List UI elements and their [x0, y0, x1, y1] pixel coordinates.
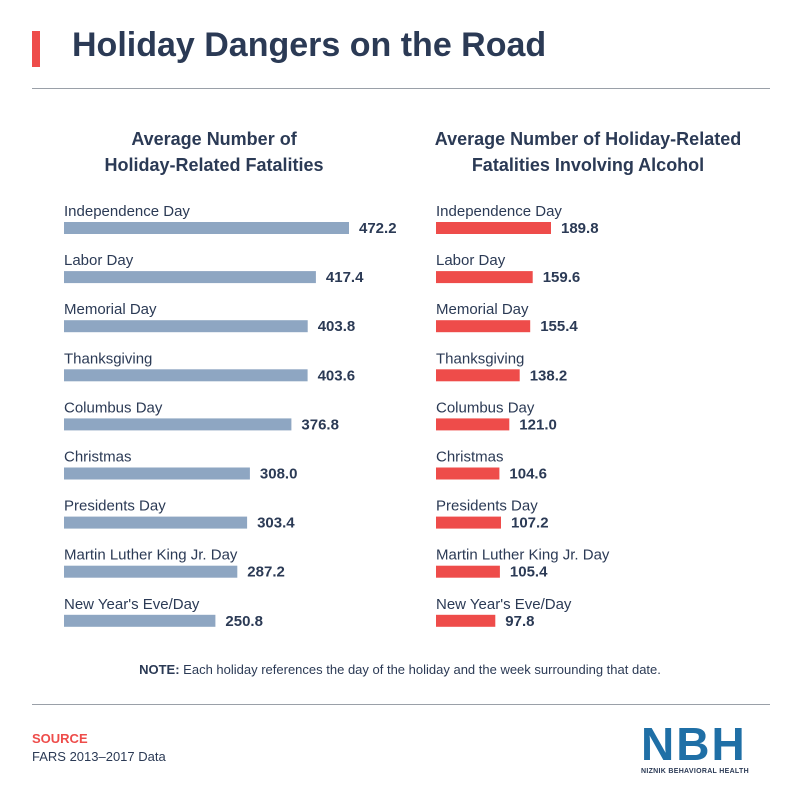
left-bar — [64, 271, 316, 284]
right-bar — [436, 271, 533, 284]
left-category-label: Thanksgiving — [64, 350, 152, 367]
right-value-label: 138.2 — [530, 367, 568, 384]
right-chart-title: Average Number of Holiday-Related Fatali… — [412, 126, 764, 178]
right-bar — [436, 369, 520, 382]
left-bar — [64, 516, 248, 529]
right-chart-title-line-1: Average Number of Holiday-Related — [434, 129, 742, 149]
title-accent-bar — [32, 31, 40, 67]
left-value-label: 303.4 — [257, 515, 295, 532]
nbh-logo: NBH NIZNIK BEHAVIORAL HEALTH — [641, 718, 771, 775]
right-value-label: 97.8 — [505, 613, 534, 630]
left-value-label: 403.6 — [318, 367, 356, 384]
left-value-label: 376.8 — [301, 416, 339, 433]
left-chart-title-line-2: Holiday-Related Fatalities — [104, 155, 324, 175]
right-bar — [436, 320, 531, 333]
left-value-label: 403.8 — [318, 318, 356, 335]
left-bar — [64, 565, 238, 578]
right-bar — [436, 565, 500, 578]
right-value-label: 104.6 — [509, 466, 547, 483]
right-bar — [436, 614, 496, 627]
right-value-label: 105.4 — [510, 564, 548, 581]
right-category-label: Columbus Day — [436, 399, 535, 416]
right-category-label: Presidents Day — [436, 498, 538, 515]
right-bar — [436, 222, 551, 234]
left-value-label: 250.8 — [225, 613, 263, 630]
right-value-label: 155.4 — [540, 318, 578, 335]
left-bar — [64, 222, 349, 234]
right-bar — [436, 467, 500, 480]
source-text: FARS 2013–2017 Data — [32, 749, 166, 764]
note-text: Each holiday references the day of the h… — [179, 662, 661, 677]
right-category-label: Memorial Day — [436, 301, 529, 318]
left-bar — [64, 614, 216, 627]
left-bar — [64, 418, 292, 431]
note-label: NOTE: — [139, 662, 180, 677]
left-category-label: Presidents Day — [64, 498, 166, 515]
right-value-label: 159.6 — [543, 269, 581, 286]
right-category-label: New Year's Eve/Day — [436, 596, 572, 613]
left-value-label: 417.4 — [326, 269, 364, 286]
left-value-label: 308.0 — [260, 466, 298, 483]
right-value-label: 107.2 — [511, 515, 549, 532]
right-value-label: 189.8 — [561, 220, 599, 237]
right-category-label: Christmas — [436, 449, 504, 466]
logo-name: NIZNIK BEHAVIORAL HEALTH — [641, 768, 749, 775]
right-category-label: Labor Day — [436, 252, 506, 269]
left-bar — [64, 369, 308, 382]
left-category-label: Memorial Day — [64, 301, 157, 318]
left-chart-title-line-1: Average Number of — [131, 129, 297, 149]
left-category-label: Labor Day — [64, 252, 134, 269]
page-title: Holiday Dangers on the Road — [72, 26, 547, 64]
right-chart-title-line-2: Fatalities Involving Alcohol — [471, 155, 705, 175]
right-category-label: Martin Luther King Jr. Day — [436, 547, 610, 564]
right-category-label: Independence Day — [436, 203, 562, 220]
bar-charts: Independence Day 472.2 Labor Day 417.4 Memor… — [64, 203, 610, 630]
left-category-label: Christmas — [64, 449, 132, 466]
logo-letters: NBH — [641, 718, 747, 770]
right-bar — [436, 418, 510, 431]
left-category-label: Columbus Day — [64, 399, 163, 416]
left-bar — [64, 467, 250, 480]
left-category-label: Martin Luther King Jr. Day — [64, 547, 238, 564]
left-bar — [64, 320, 308, 333]
bottom-divider — [32, 704, 770, 705]
top-divider — [32, 88, 770, 89]
left-chart-title: Average Number of Holiday-Related Fatali… — [64, 126, 364, 178]
left-category-label: New Year's Eve/Day — [64, 596, 200, 613]
left-value-label: 287.2 — [247, 564, 285, 581]
right-bar — [436, 516, 501, 529]
source-label: SOURCE — [32, 731, 88, 746]
left-category-label: Independence Day — [64, 203, 190, 220]
right-category-label: Thanksgiving — [436, 350, 524, 367]
right-value-label: 121.0 — [519, 416, 557, 433]
note: NOTE: Each holiday references the day of… — [0, 662, 800, 677]
left-value-label: 472.2 — [359, 220, 397, 237]
